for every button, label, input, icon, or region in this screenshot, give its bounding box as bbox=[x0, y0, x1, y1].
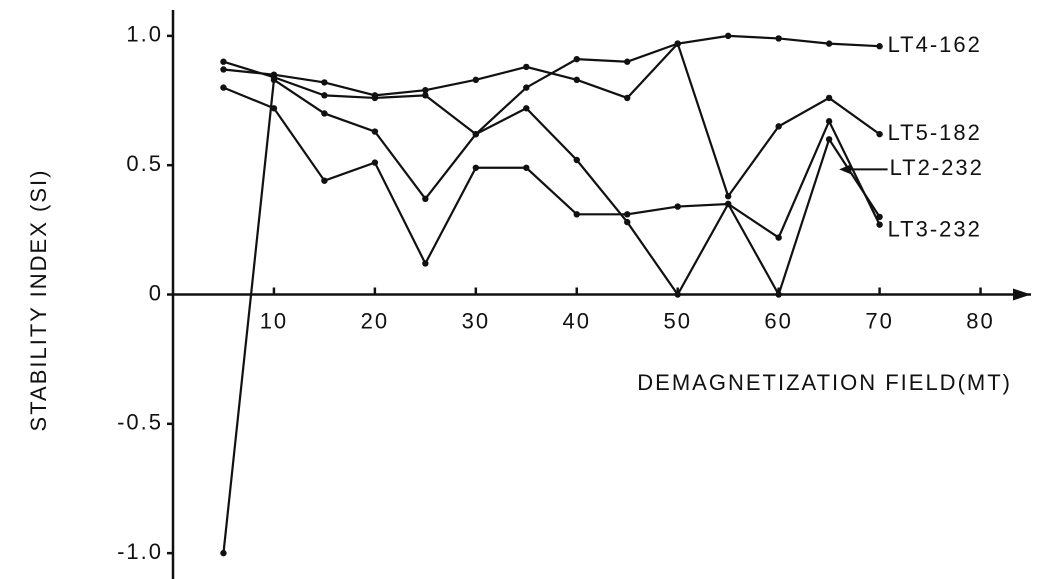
data-point bbox=[523, 105, 530, 112]
data-point bbox=[220, 84, 227, 91]
data-point bbox=[624, 218, 631, 226]
data-point bbox=[624, 94, 631, 102]
data-point bbox=[321, 177, 328, 184]
data-point bbox=[674, 40, 681, 47]
data-point bbox=[220, 66, 227, 73]
x-axis-arrow bbox=[1013, 288, 1031, 301]
x-axis-label: DEMAGNETIZATION FIELD(MT) bbox=[637, 370, 1012, 395]
data-point bbox=[472, 76, 480, 84]
label-arrow-head bbox=[839, 164, 852, 175]
series-line bbox=[223, 42, 881, 199]
data-point bbox=[523, 84, 530, 91]
y-tick-label: -1.0 bbox=[117, 539, 163, 564]
series-label: LT2-232 bbox=[890, 155, 984, 180]
data-point bbox=[371, 159, 379, 166]
data-point bbox=[775, 234, 782, 241]
data-point bbox=[220, 58, 227, 65]
data-point bbox=[573, 55, 580, 63]
data-point bbox=[876, 130, 883, 138]
data-point bbox=[724, 200, 732, 208]
data-point bbox=[321, 92, 328, 99]
series-line bbox=[222, 77, 881, 554]
data-point bbox=[624, 211, 631, 218]
data-point bbox=[876, 221, 883, 228]
data-point bbox=[825, 118, 833, 125]
x-tick-label: 50 bbox=[663, 308, 691, 333]
data-point bbox=[270, 76, 278, 84]
y-tick-label: 0.5 bbox=[126, 151, 163, 176]
series-line bbox=[223, 34, 880, 100]
data-point bbox=[825, 40, 833, 47]
data-point bbox=[775, 291, 782, 298]
y-tick-label: 1.0 bbox=[126, 22, 163, 47]
y-tick-label: 0 bbox=[149, 280, 163, 305]
x-tick-label: 60 bbox=[764, 308, 792, 333]
data-point bbox=[825, 136, 833, 143]
data-point bbox=[724, 193, 732, 200]
data-point bbox=[523, 63, 530, 71]
data-point bbox=[220, 549, 227, 557]
series-line bbox=[223, 86, 881, 266]
series-label: LT3-232 bbox=[888, 216, 982, 241]
y-tick-label: -0.5 bbox=[117, 410, 163, 435]
data-point bbox=[321, 110, 328, 117]
x-tick-label: 80 bbox=[966, 308, 994, 333]
data-point bbox=[573, 156, 580, 164]
data-point bbox=[321, 79, 328, 86]
data-point bbox=[523, 164, 530, 171]
data-point bbox=[674, 291, 681, 298]
x-tick-label: 70 bbox=[865, 308, 893, 333]
data-point bbox=[422, 195, 429, 203]
data-point bbox=[825, 94, 833, 102]
x-tick-label: 20 bbox=[361, 308, 389, 333]
y-axis-label: STABILITY INDEX (SI) bbox=[26, 169, 51, 432]
data-point bbox=[371, 128, 379, 135]
data-point bbox=[573, 211, 580, 218]
x-tick-label: 40 bbox=[563, 308, 591, 333]
data-point bbox=[876, 213, 883, 221]
data-point bbox=[270, 105, 278, 112]
x-tick-label: 30 bbox=[462, 308, 490, 333]
data-point bbox=[724, 32, 732, 40]
data-point bbox=[422, 260, 429, 267]
series-label: LT5-182 bbox=[888, 120, 982, 145]
data-point bbox=[624, 58, 631, 65]
data-point bbox=[876, 43, 883, 50]
series-label: LT4-162 bbox=[888, 32, 982, 57]
data-point bbox=[573, 76, 580, 84]
data-point bbox=[472, 130, 480, 138]
data-point bbox=[775, 35, 782, 42]
data-point bbox=[775, 123, 782, 130]
data-point bbox=[371, 94, 379, 102]
x-tick-label: 10 bbox=[260, 308, 288, 333]
data-point bbox=[674, 203, 681, 210]
data-point bbox=[422, 92, 429, 99]
data-point bbox=[422, 86, 429, 94]
data-point bbox=[472, 164, 480, 171]
